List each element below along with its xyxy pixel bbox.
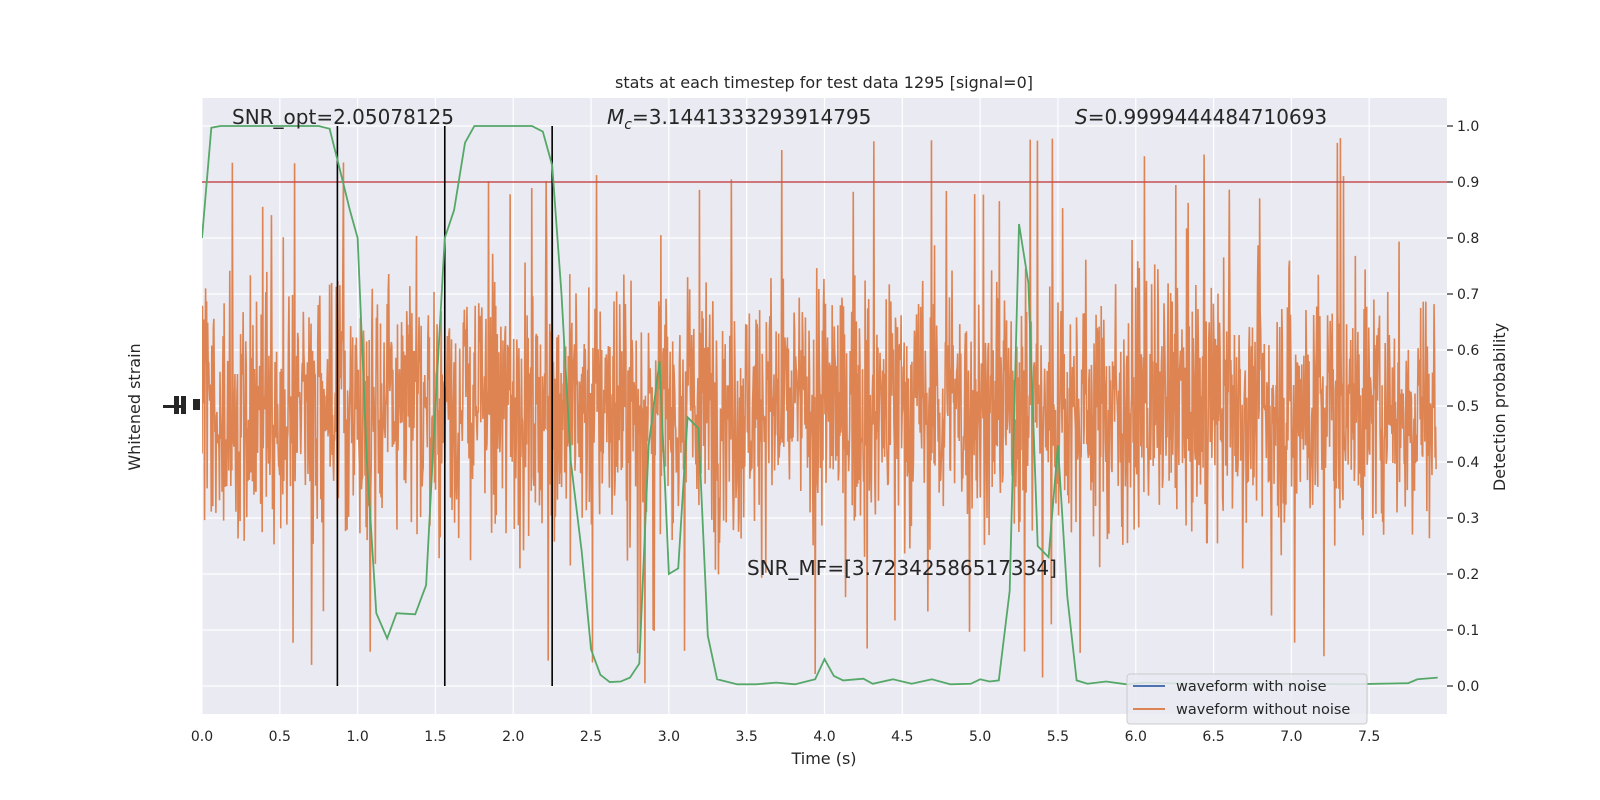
legend-label-without-noise: waveform without noise [1176,702,1350,718]
y-tick-label: 0.3 [1457,511,1479,527]
legend-box [1126,673,1368,725]
y-tick-label: 0.0 [1457,679,1479,695]
legend-label-with-noise: waveform with noise [1176,679,1327,695]
x-tick-label: 7.5 [1358,729,1380,745]
x-tick-label: 4.0 [813,729,835,745]
y-tick-label: 1.0 [1457,119,1479,135]
legend: waveform with noise waveform without noi… [1126,673,1368,725]
y-tick-label: 0.5 [1457,399,1479,415]
series-waveform-without-noise [202,138,1437,684]
x-tick-label: 5.0 [969,729,991,745]
x-tick-label: 1.0 [346,729,368,745]
vertical-markers [336,126,553,686]
y-tick-label: 0.9 [1457,175,1479,191]
x-tick-label: 6.5 [1202,729,1224,745]
annotation-snr-opt: SNR_opt=2.05078125 [232,105,454,129]
x-tick-label: 3.0 [658,729,680,745]
annotation-s-statistic: S=0.9999444484710693 [1075,105,1327,129]
series-detection-probability [202,125,1438,686]
x-axis-ticks: 0.0 0.5 1.0 1.5 2.0 2.5 3.0 3.5 4.0 4.5 5.0 5.5 6.0 6… [191,729,1380,745]
series-line-without-noise [202,138,1437,684]
annotation-snr-mf: SNR_MF=[3.72342586517334] [747,556,1057,580]
annotation-chirp-mass: Mc=3.1441333293914795 [607,105,871,133]
series-line-detection-probability [202,125,1438,686]
y-tick-label: 0.2 [1457,567,1479,583]
y-axis-label-right: Detection probability [1490,323,1509,491]
y-tick-label: 0.6 [1457,343,1479,359]
chart-title: stats at each timestep for test data 129… [615,73,1033,92]
x-tick-label: 0.0 [191,729,213,745]
x-tick-label: 3.5 [736,729,758,745]
y-tick-label: 0.8 [1457,231,1479,247]
x-tick-label: 6.0 [1125,729,1147,745]
x-tick-label: 7.0 [1280,729,1302,745]
left-axis-overlapping-ticks [163,396,200,414]
x-tick-label: 1.5 [424,729,446,745]
x-axis-label: Time (s) [790,749,856,768]
y-tick-label: 0.7 [1457,287,1479,303]
y-tick-label: 0.1 [1457,623,1479,639]
y-axis-ticks-right: 0.0 0.1 0.2 0.3 0.4 0.5 0.6 0.7 0.8 0.9 1.0 [1447,119,1479,695]
x-tick-label: 4.5 [891,729,913,745]
y-axis-label-left: Whitened strain [125,343,144,470]
x-tick-label: 2.5 [580,729,602,745]
x-tick-label: 5.5 [1047,729,1069,745]
x-tick-label: 2.0 [502,729,524,745]
x-tick-label: 0.5 [269,729,291,745]
y-tick-label: 0.4 [1457,455,1479,471]
